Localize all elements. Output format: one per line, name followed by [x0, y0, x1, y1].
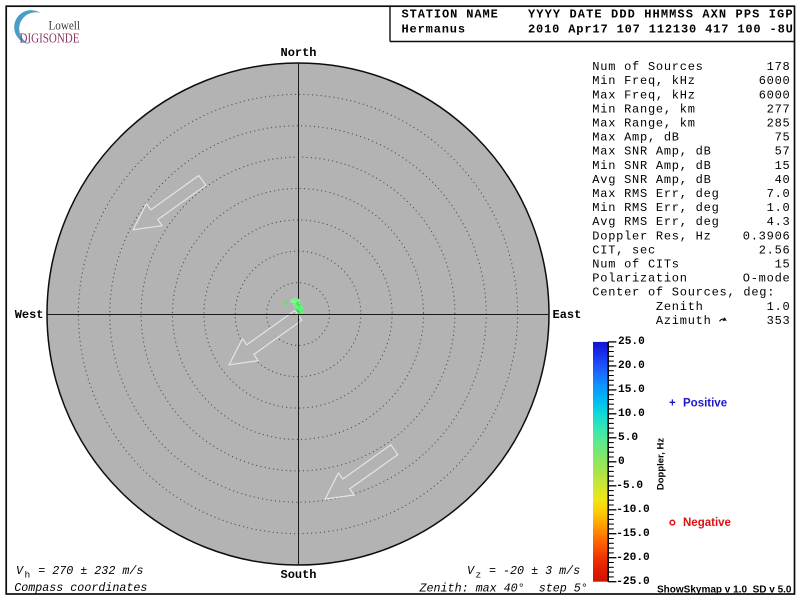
- svg-text:40: 40: [775, 173, 791, 187]
- svg-text:Compass coordinates: Compass coordinates: [14, 581, 147, 595]
- svg-text:Doppler Res, Hz: Doppler Res, Hz: [592, 229, 711, 243]
- svg-text:Avg SNR Amp, dB: Avg SNR Amp, dB: [592, 173, 711, 187]
- svg-text:-5.0: -5.0: [616, 480, 643, 492]
- svg-text:Num of CITs: Num of CITs: [592, 258, 679, 272]
- svg-text:z: z: [476, 570, 482, 581]
- svg-text:Num of Sources: Num of Sources: [592, 60, 703, 74]
- svg-text:STATION NAME: STATION NAME: [402, 7, 499, 21]
- svg-text:YYYY DATE DDD HHMMSS AXN PPS I: YYYY DATE DDD HHMMSS AXN PPS IGP: [528, 7, 794, 21]
- svg-text:O-mode: O-mode: [743, 272, 791, 286]
- svg-text:25.0: 25.0: [618, 336, 645, 348]
- svg-text:Max Amp, dB: Max Amp, dB: [592, 131, 679, 145]
- svg-text:Positive: Positive: [683, 398, 727, 410]
- svg-text:2.56: 2.56: [759, 243, 791, 257]
- svg-text:South: South: [281, 568, 317, 582]
- svg-text:Center of Sources, deg:: Center of Sources, deg:: [592, 286, 775, 300]
- svg-text:West: West: [15, 308, 44, 322]
- svg-text:6000: 6000: [759, 74, 791, 88]
- svg-text:Lowell: Lowell: [49, 18, 81, 32]
- svg-text:353: 353: [767, 314, 791, 328]
- svg-text:Max RMS Err, deg: Max RMS Err, deg: [592, 187, 719, 201]
- svg-text:+: +: [669, 398, 676, 410]
- svg-text:Min Freq, kHz: Min Freq, kHz: [592, 74, 695, 88]
- svg-text:Max Range, km: Max Range, km: [592, 117, 695, 131]
- svg-text:75: 75: [775, 131, 791, 145]
- svg-text:North: North: [281, 46, 317, 60]
- svg-text:-20.0: -20.0: [616, 552, 650, 564]
- svg-text:h: h: [25, 570, 31, 581]
- svg-text:5.0: 5.0: [618, 432, 638, 444]
- svg-text:1.0: 1.0: [767, 201, 791, 215]
- svg-text:2010 Apr17 107 112130 417 100: 2010 Apr17 107 112130 417 100 -8U: [528, 22, 794, 36]
- svg-text:285: 285: [767, 117, 791, 131]
- svg-text:Doppler, Hz: Doppler, Hz: [655, 438, 666, 491]
- svg-text:Avg RMS Err, deg: Avg RMS Err, deg: [592, 215, 719, 229]
- svg-text:Negative: Negative: [683, 517, 731, 529]
- svg-text:57: 57: [775, 145, 791, 159]
- svg-text:0: 0: [618, 456, 625, 468]
- svg-text:V: V: [16, 564, 24, 578]
- svg-text:0.3906: 0.3906: [743, 229, 791, 243]
- svg-text:-25.0: -25.0: [616, 576, 650, 588]
- svg-text:6000: 6000: [759, 88, 791, 102]
- svg-text:10.0: 10.0: [618, 408, 645, 420]
- svg-text:= 270 ± 232 m/s: = 270 ± 232 m/s: [38, 564, 143, 578]
- svg-text:178: 178: [767, 60, 791, 74]
- svg-text:20.0: 20.0: [618, 360, 645, 372]
- svg-text:Max Freq, kHz: Max Freq, kHz: [592, 88, 695, 102]
- svg-text:Zenith: max 40° step 5°: Zenith: max 40° step 5°: [419, 581, 588, 595]
- svg-text:East: East: [553, 308, 582, 322]
- svg-text:15: 15: [775, 258, 791, 272]
- svg-text:CIT, sec: CIT, sec: [592, 243, 656, 257]
- svg-text:1.0: 1.0: [767, 300, 791, 314]
- svg-text:15.0: 15.0: [618, 384, 645, 396]
- svg-text:-10.0: -10.0: [616, 504, 650, 516]
- svg-text:DIGISONDE: DIGISONDE: [20, 31, 80, 46]
- svg-text:Min Range, km: Min Range, km: [592, 102, 695, 116]
- svg-text:Min RMS Err, deg: Min RMS Err, deg: [592, 201, 719, 215]
- svg-text:Hermanus: Hermanus: [402, 22, 466, 36]
- svg-text:15: 15: [775, 159, 791, 173]
- svg-text:4.3: 4.3: [767, 215, 791, 229]
- svg-text:Min SNR Amp, dB: Min SNR Amp, dB: [592, 159, 711, 173]
- svg-text:= -20 ± 3 m/s: = -20 ± 3 m/s: [489, 564, 580, 578]
- svg-text:277: 277: [767, 102, 791, 116]
- svg-text:V: V: [467, 564, 475, 578]
- svg-text:Zenith: Zenith: [592, 300, 703, 314]
- svg-text:-15.0: -15.0: [616, 528, 650, 540]
- svg-text:Max SNR Amp, dB: Max SNR Amp, dB: [592, 145, 711, 159]
- svg-text:Polarization: Polarization: [592, 272, 687, 286]
- svg-text:ShowSkymap v 1.0 SD v 5.0: ShowSkymap v 1.0 SD v 5.0: [657, 585, 792, 596]
- svg-text:7.0: 7.0: [767, 187, 791, 201]
- svg-text:Azimuth: Azimuth: [592, 314, 711, 328]
